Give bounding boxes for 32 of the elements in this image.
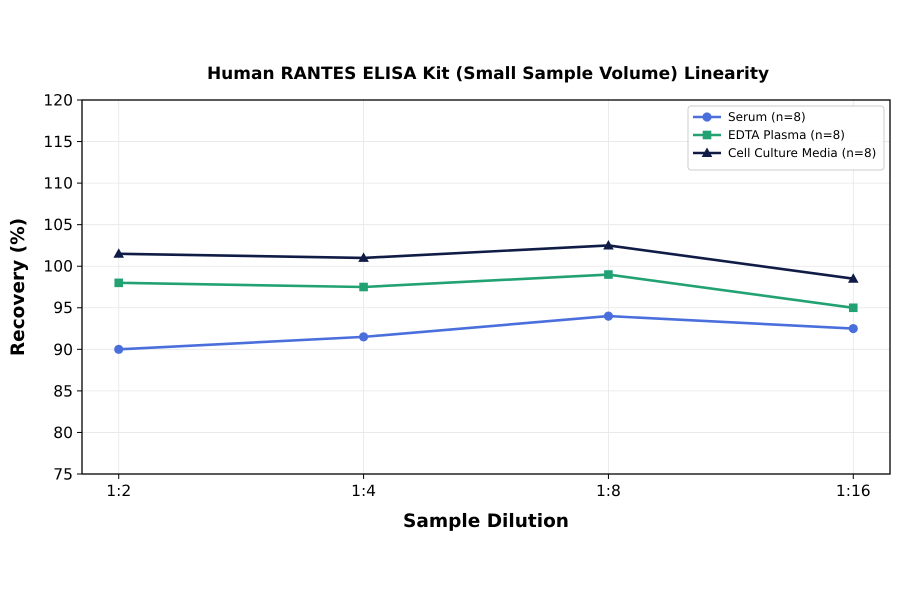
y-tick-label: 85 — [53, 382, 73, 400]
legend-label: Cell Culture Media (n=8) — [728, 146, 876, 160]
point — [113, 248, 124, 258]
point — [359, 282, 368, 292]
y-tick-label: 80 — [53, 424, 73, 442]
y-tick-label: 75 — [53, 465, 73, 484]
point — [114, 278, 124, 288]
x-tick-label: 1:8 — [596, 482, 621, 500]
point — [603, 240, 614, 250]
point — [848, 303, 858, 312]
y-tick-label: 100 — [43, 258, 73, 276]
x-axis-title: Sample Dilution — [403, 511, 569, 532]
y-tick-label: 105 — [43, 216, 73, 234]
y-tick-label: 90 — [53, 340, 73, 359]
y-tick-label: 120 — [43, 91, 73, 110]
y-axis-title: Recovery (%) — [8, 218, 29, 356]
legend-label: Serum (n=8) — [728, 110, 806, 124]
x-tick-label: 1:16 — [836, 482, 871, 500]
point — [848, 273, 859, 283]
point — [604, 270, 613, 279]
y-tick-label: 115 — [43, 132, 73, 151]
x-tick-label: 1:2 — [106, 482, 132, 500]
point — [848, 324, 858, 334]
point — [604, 311, 614, 321]
legend-label: EDTA Plasma (n=8) — [728, 128, 845, 142]
point — [114, 344, 124, 354]
chart-title: Human RANTES ELISA Kit (Small Sample Volume) Linearity — [206, 64, 770, 84]
x-tick-label: 1:4 — [351, 482, 376, 500]
y-tick-label: 110 — [43, 174, 73, 193]
point — [358, 252, 369, 262]
point — [358, 332, 368, 342]
y-tick-label: 95 — [53, 299, 73, 318]
